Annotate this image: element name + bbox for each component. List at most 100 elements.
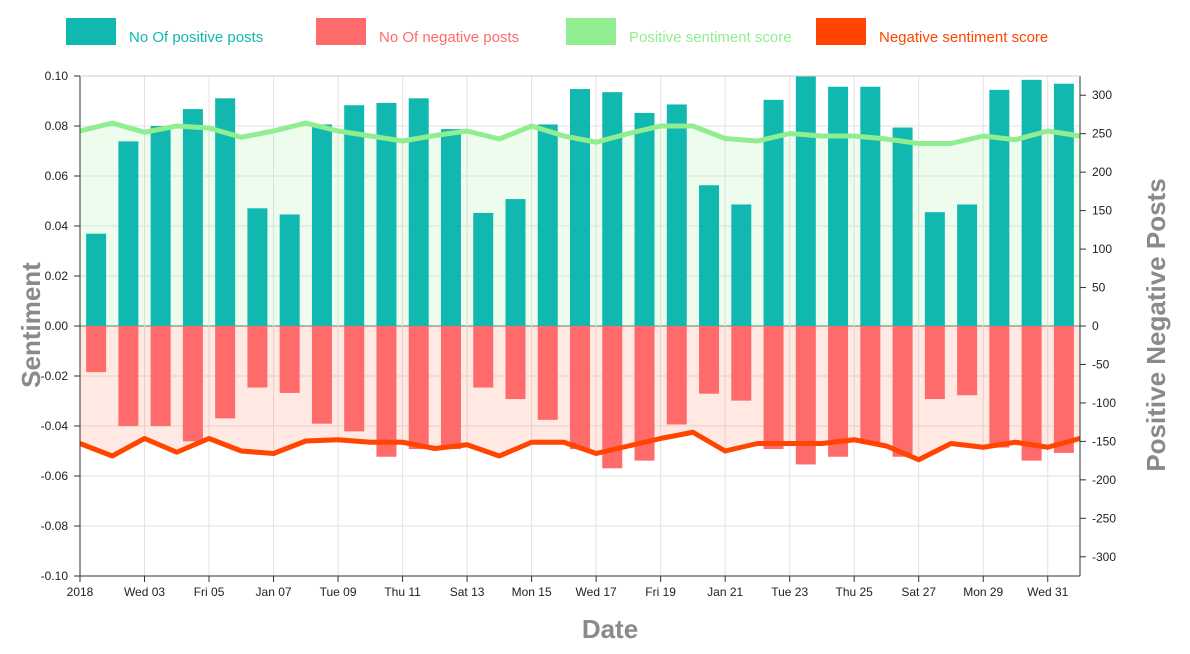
left-tick-label: -0.02 <box>41 369 69 383</box>
negative-posts-bar <box>957 326 978 396</box>
negative-posts-bar <box>247 326 268 388</box>
legend-swatch <box>566 18 616 45</box>
positive-posts-bar <box>602 92 623 327</box>
left-tick-label: -0.10 <box>41 569 69 583</box>
x-tick-label: Fri 19 <box>645 585 676 599</box>
positive-posts-bar <box>828 86 849 327</box>
positive-posts-bar <box>247 208 268 326</box>
positive-posts-bar <box>537 124 558 326</box>
positive-posts-bar <box>924 212 945 326</box>
positive-posts-bar <box>150 126 171 326</box>
left-tick-label: 0.10 <box>45 69 69 83</box>
negative-posts-bar <box>666 326 687 425</box>
negative-posts-bar <box>828 326 849 457</box>
positive-posts-bar <box>763 99 784 326</box>
positive-posts-bar <box>860 86 881 327</box>
left-tick-label: -0.04 <box>41 419 69 433</box>
left-tick-label: 0.04 <box>45 219 69 233</box>
left-tick-label: 0.06 <box>45 169 69 183</box>
x-tick-label: Tue 09 <box>320 585 357 599</box>
negative-posts-bar <box>1021 326 1042 461</box>
x-tick-label: Thu 25 <box>836 585 874 599</box>
legend-swatch <box>316 18 366 45</box>
right-tick-label: 100 <box>1092 242 1112 256</box>
negative-posts-bar <box>408 326 429 450</box>
negative-posts-bar <box>150 326 171 426</box>
positive-posts-bar <box>795 76 816 326</box>
x-tick-label: Tue 23 <box>771 585 808 599</box>
positive-posts-bar <box>1021 79 1042 326</box>
negative-posts-bar <box>215 326 236 419</box>
left-y-axis-title: Sentiment <box>16 262 46 388</box>
legend: No Of positive posts No Of negative posts… <box>66 18 1048 46</box>
negative-posts-bar <box>795 326 816 465</box>
positive-posts-bar <box>505 199 526 326</box>
right-tick-label: -50 <box>1092 357 1110 371</box>
negative-sentiment-line <box>79 429 1081 463</box>
right-tick-label: 300 <box>1092 88 1112 102</box>
positive-posts-bar <box>666 104 687 326</box>
axes: 0.10 0.08 0.06 0.04 0.02 0.00 -0.02 -0.04 -0.06 -… <box>41 69 1117 599</box>
x-tick-label: Mon 15 <box>512 585 552 599</box>
negative-posts-bar <box>440 326 461 450</box>
right-tick-label: -150 <box>1092 434 1116 448</box>
negative-posts-bar <box>570 326 590 450</box>
x-tick-label: Mon 29 <box>963 585 1003 599</box>
negative-posts-bar <box>634 326 655 461</box>
legend-label: Negative sentiment score <box>879 29 1048 46</box>
legend-label: No Of positive posts <box>129 29 263 46</box>
x-tick-label: Jan 21 <box>707 585 743 599</box>
negative-posts-bar <box>311 326 332 424</box>
negative-posts-bar <box>473 326 494 388</box>
right-tick-label: -300 <box>1092 550 1116 564</box>
positive-posts-bar <box>634 112 655 326</box>
negative-posts-bar <box>699 326 720 394</box>
right-tick-label: 200 <box>1092 165 1112 179</box>
negative-posts-bar <box>1053 326 1074 453</box>
x-tick-label: Thu 11 <box>384 585 421 599</box>
positive-posts-bar <box>215 98 236 326</box>
x-tick-label: Wed 31 <box>1027 585 1068 599</box>
positive-posts-bar <box>892 127 913 327</box>
negative-posts-bar <box>602 326 623 469</box>
positive-posts-bar <box>408 98 429 326</box>
right-tick-label: -200 <box>1092 473 1116 487</box>
positive-posts-bar <box>182 109 203 326</box>
right-tick-label: 0 <box>1092 319 1099 333</box>
negative-posts-bar <box>989 326 1010 448</box>
legend-label: Positive sentiment score <box>629 29 792 46</box>
post-bars <box>86 76 1074 469</box>
negative-posts-bar <box>182 326 203 442</box>
right-tick-label: -250 <box>1092 511 1116 525</box>
negative-posts-bar <box>892 326 913 457</box>
x-tick-label: Sat 13 <box>450 585 485 599</box>
negative-posts-bar <box>505 326 526 400</box>
negative-posts-bar <box>731 326 752 401</box>
legend-swatch <box>816 18 866 45</box>
positive-posts-bar <box>440 129 461 326</box>
right-tick-label: -100 <box>1092 396 1116 410</box>
right-y-axis-title: Positive Negative Posts <box>1141 178 1171 471</box>
negative-posts-bar <box>279 326 300 393</box>
left-tick-label: -0.06 <box>41 469 69 483</box>
sentiment-lines <box>79 120 1081 463</box>
positive-posts-bar <box>1053 83 1074 326</box>
right-tick-label: 250 <box>1092 127 1112 141</box>
negative-posts-bar <box>344 326 365 432</box>
legend-label: No Of negative posts <box>379 29 519 46</box>
left-tick-label: -0.08 <box>41 519 69 533</box>
x-tick-label: Wed 17 <box>576 585 617 599</box>
x-tick-label: Jan 07 <box>256 585 292 599</box>
right-tick-label: 50 <box>1092 281 1106 295</box>
legend-swatch <box>66 18 116 45</box>
positive-posts-bar <box>731 204 752 326</box>
right-tick-label: 150 <box>1092 204 1112 218</box>
positive-posts-bar <box>86 233 107 326</box>
positive-posts-bar <box>344 105 365 326</box>
positive-posts-bar <box>699 185 720 326</box>
negative-posts-bar <box>537 326 558 420</box>
negative-posts-bar <box>118 326 139 426</box>
positive-posts-bar <box>118 141 139 326</box>
left-tick-label: 0.08 <box>45 119 69 133</box>
positive-posts-bar <box>570 89 590 326</box>
